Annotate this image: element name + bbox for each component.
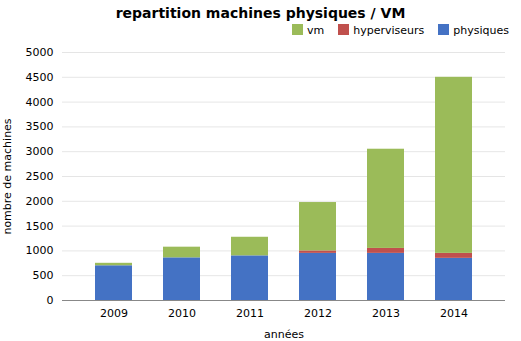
- svg-text:3500: 3500: [26, 120, 54, 133]
- svg-text:500: 500: [33, 269, 54, 282]
- svg-text:0: 0: [47, 294, 54, 307]
- svg-text:2500: 2500: [26, 170, 54, 183]
- html-text:repartition machines physiques: repartition machines physiques / VM: [115, 5, 406, 21]
- svg-text:3000: 3000: [26, 145, 54, 158]
- html-text:vm: vm: [307, 24, 325, 37]
- svg-text:1000: 1000: [26, 244, 54, 257]
- svg-text:2013: 2013: [372, 307, 400, 320]
- html-text:hyperviseurs: hyperviseurs: [353, 24, 425, 37]
- svg-text:nombre de machines: nombre de machines: [1, 118, 14, 234]
- svg-text:2000: 2000: [26, 195, 54, 208]
- svg-text:2014: 2014: [440, 307, 468, 320]
- html-text:physiques: physiques: [453, 24, 509, 37]
- svg-text:2010: 2010: [168, 307, 196, 320]
- svg-text:5000: 5000: [26, 46, 54, 59]
- svg-text:2009: 2009: [100, 307, 128, 320]
- svg-text:1500: 1500: [26, 220, 54, 233]
- svg-text:années: années: [264, 328, 304, 341]
- svg-text:4500: 4500: [26, 71, 54, 84]
- svg-text:2012: 2012: [304, 307, 332, 320]
- svg-text:4000: 4000: [26, 96, 54, 109]
- svg-text:2011: 2011: [236, 307, 264, 320]
